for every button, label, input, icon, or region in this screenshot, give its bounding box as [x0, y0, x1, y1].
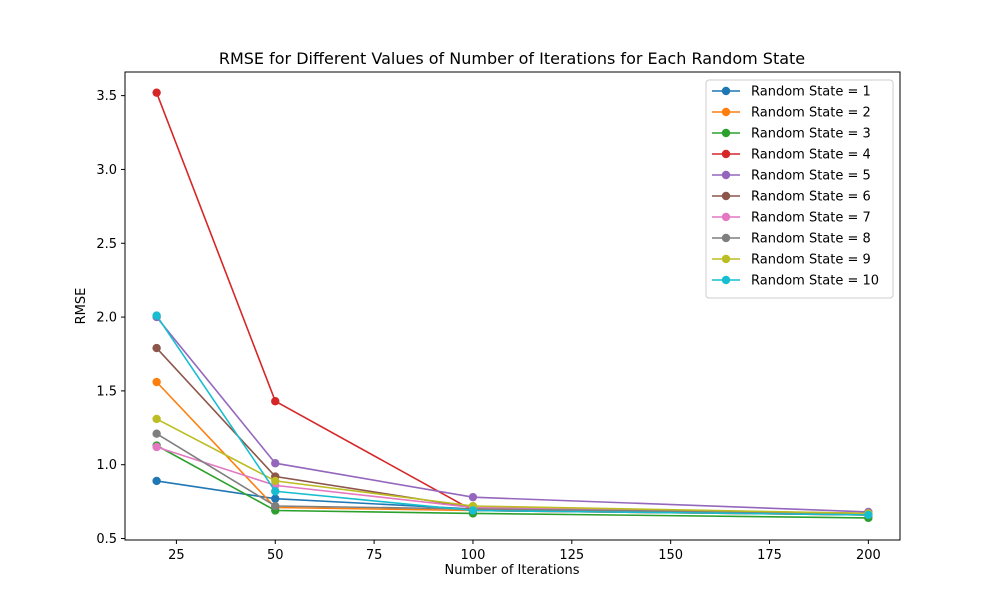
- series-line: [156, 418, 869, 515]
- legend-label: Random State = 8: [751, 232, 871, 247]
- legend-entry: Random State = 10: [712, 274, 879, 289]
- legend-label: Random State = 3: [751, 127, 871, 142]
- data-point: [152, 429, 161, 438]
- x-tick-label: 175: [757, 548, 782, 563]
- legend-marker: [721, 128, 731, 138]
- legend-entry: Random State = 6: [712, 190, 871, 205]
- series-line: [155, 316, 869, 513]
- series-5: [152, 312, 873, 517]
- data-point: [271, 397, 280, 406]
- data-point: [152, 377, 161, 387]
- axes: 25 50 75 100 125 150 175 200 0.5 1.0 1.5 2.0 2.5 3.0 3…: [96, 71, 901, 563]
- legend-marker: [721, 149, 731, 159]
- data-point: [271, 476, 280, 486]
- series-line: [156, 433, 869, 515]
- y-tick-label: 2.0: [96, 311, 117, 326]
- x-tick-label: 75: [366, 548, 383, 563]
- data-point: [271, 494, 280, 503]
- legend-entry: Random State = 9: [712, 253, 871, 268]
- data-point: [271, 501, 280, 511]
- data-point: [864, 510, 873, 520]
- legend-marker: [721, 191, 731, 201]
- data-point: [152, 476, 161, 486]
- y-tick-label: 1.0: [96, 458, 117, 473]
- x-tick-label: 50: [267, 548, 284, 563]
- legend-marker: [721, 233, 731, 243]
- plot-area: [152, 88, 873, 523]
- data-point: [271, 487, 280, 496]
- legend-label: Random State = 7: [751, 211, 871, 226]
- data-point: [468, 492, 478, 502]
- legend-entry: Random State = 7: [712, 211, 871, 226]
- y-axis-title: RMSE: [74, 288, 89, 325]
- legend-label: Random State = 10: [751, 274, 879, 289]
- legend-entry: Random State = 2: [712, 106, 871, 121]
- legend-label: Random State = 9: [751, 253, 871, 268]
- data-point: [271, 459, 280, 468]
- series-line: [156, 444, 869, 519]
- legend-label: Random State = 2: [751, 106, 871, 121]
- legend-label: Random State = 5: [751, 169, 871, 184]
- legend-label: Random State = 1: [751, 85, 871, 100]
- data-point: [152, 414, 161, 424]
- x-axis-title: Number of Iterations: [445, 563, 580, 578]
- y-tick-label: 0.5: [96, 532, 117, 547]
- legend-marker: [721, 254, 731, 264]
- x-tick-label: 200: [856, 548, 881, 563]
- legend-entry: Random State = 3: [712, 127, 871, 142]
- y-tick-label: 3.0: [96, 163, 117, 178]
- legend-marker: [721, 212, 731, 222]
- chart-title: RMSE for Different Values of Number of I…: [219, 49, 805, 68]
- legend-marker: [721, 107, 731, 117]
- y-tick-label: 2.5: [96, 237, 117, 252]
- y-tick-label: 3.5: [96, 89, 117, 104]
- series-10: [152, 311, 873, 520]
- y-tick-label: 1.5: [96, 384, 117, 399]
- data-point: [152, 442, 161, 452]
- legend-label: Random State = 4: [751, 148, 871, 163]
- x-tick-label: 100: [461, 548, 486, 563]
- data-point: [152, 88, 161, 97]
- x-tick-label: 150: [658, 548, 683, 563]
- data-point: [468, 506, 478, 515]
- legend-marker: [721, 86, 731, 96]
- legend-entry: Random State = 8: [712, 232, 871, 247]
- x-tick-label: 125: [559, 548, 584, 563]
- series-line: [155, 315, 869, 516]
- series-line: [156, 347, 869, 515]
- legend: Random State = 1 Random State = 2 Random S…: [705, 79, 894, 299]
- legend-label: Random State = 6: [751, 190, 871, 205]
- axes-frame: [124, 71, 901, 541]
- legend-entry: Random State = 4: [712, 148, 871, 163]
- legend-box: [705, 79, 894, 299]
- legend-marker: [721, 275, 731, 285]
- legend-entry: Random State = 5: [712, 169, 871, 184]
- legend-marker: [721, 170, 731, 180]
- data-point: [152, 343, 161, 353]
- data-point: [152, 311, 161, 320]
- legend-entry: Random State = 1: [712, 85, 871, 100]
- x-tick-label: 25: [168, 548, 185, 563]
